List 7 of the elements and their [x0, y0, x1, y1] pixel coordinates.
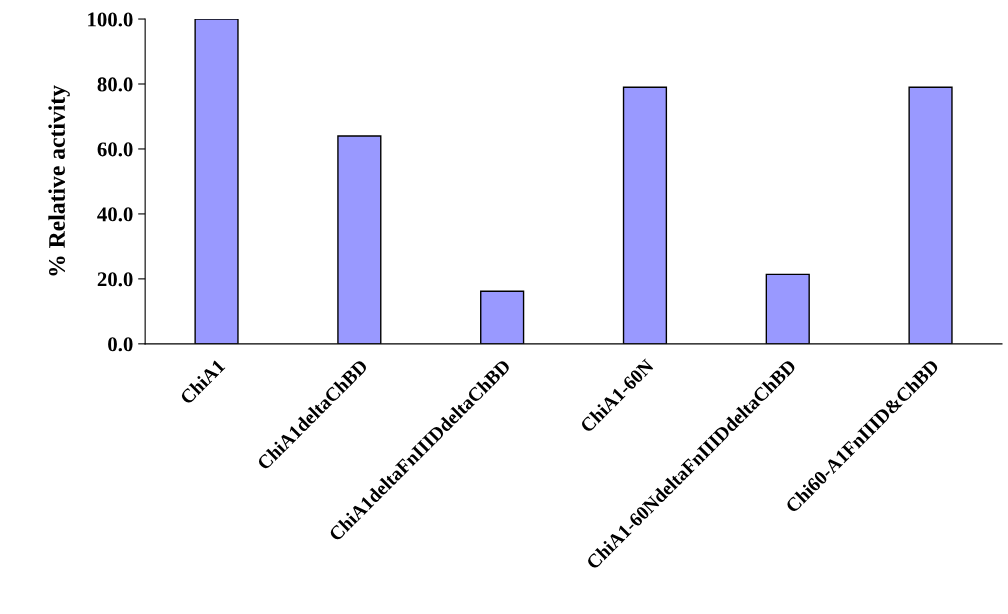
y-tick-label: 80.0 — [97, 77, 133, 92]
y-tick-label: 100.0 — [88, 12, 133, 27]
y-tick-label: 60.0 — [97, 142, 133, 157]
y-tick-label: 40.0 — [97, 207, 133, 222]
y-tick-label: 0.0 — [108, 337, 133, 352]
y-axis-title: % Relative activity — [48, 85, 70, 276]
y-tick-label: 20.0 — [97, 272, 133, 287]
